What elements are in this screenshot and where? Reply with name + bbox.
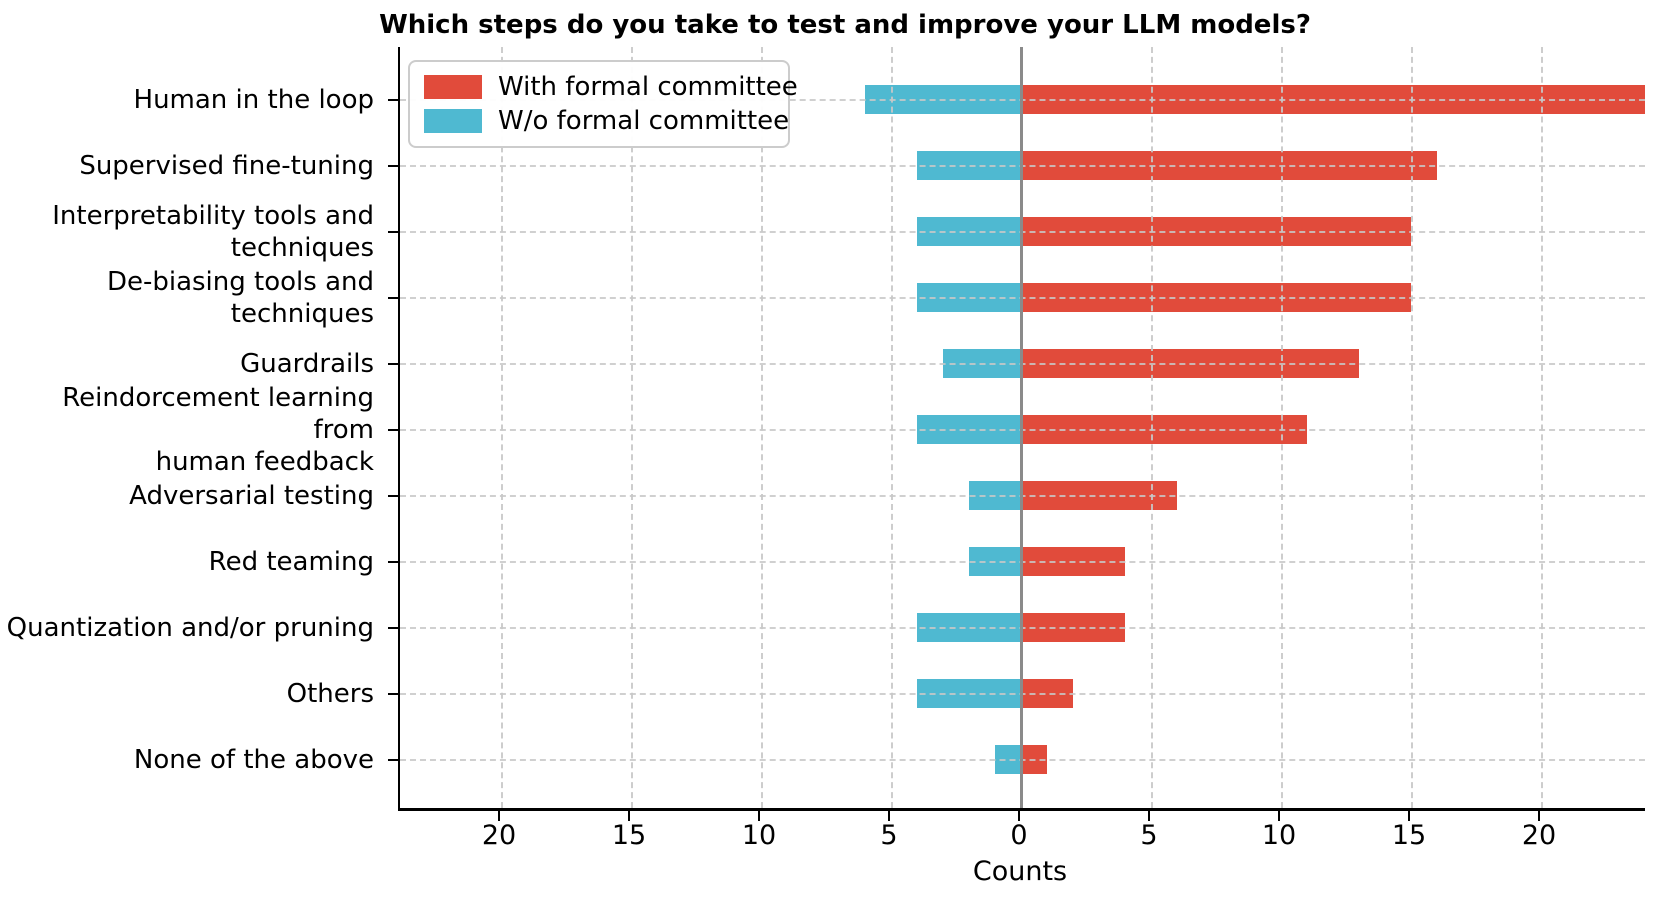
y-tick-mark (388, 626, 398, 629)
x-tick-mark (1278, 811, 1280, 821)
x-tick-mark (1148, 811, 1150, 821)
gridline-vertical (761, 47, 763, 808)
y-tick-mark (388, 428, 398, 431)
x-tick-label: 5 (1140, 820, 1158, 851)
x-axis-title: Counts (972, 856, 1068, 887)
y-tick-mark (388, 692, 398, 695)
y-axis-labels: Human in the loop Supervised fine-tuning I… (0, 47, 388, 808)
gridline-vertical (1281, 47, 1283, 808)
zero-axis-line (1020, 47, 1023, 808)
y-tick-mark (388, 494, 398, 497)
y-axis-label: Red teaming (208, 546, 374, 577)
x-tick-label: 10 (741, 820, 777, 851)
y-axis-label: Quantization and/or pruning (6, 612, 374, 643)
gridline-vertical (891, 47, 893, 808)
x-tick-mark (1408, 811, 1410, 821)
x-tick-label: 15 (611, 820, 647, 851)
legend: With formal committee W/o formal committe… (408, 60, 798, 148)
gridline-vertical (631, 47, 633, 808)
y-axis-label: Guardrails (240, 348, 374, 379)
legend-swatch-icon (424, 75, 482, 99)
y-axis-label: None of the above (133, 744, 374, 775)
x-tick-mark (888, 811, 890, 821)
x-tick-label: 20 (1521, 820, 1557, 851)
x-tick-mark (498, 811, 500, 821)
y-tick-mark (388, 164, 398, 167)
chart-title: Which steps do you take to test and impr… (379, 10, 1311, 40)
x-tick-mark (758, 811, 760, 821)
x-tick-mark (1018, 811, 1020, 821)
plot-area (398, 47, 1645, 811)
x-tick-label: 0 (1010, 820, 1028, 851)
y-tick-mark (388, 560, 398, 563)
y-axis-label: Adversarial testing (129, 480, 374, 511)
y-tick-mark (388, 296, 398, 299)
legend-swatch-icon (424, 109, 482, 133)
gridline-vertical (501, 47, 503, 808)
y-tick-mark (388, 758, 398, 761)
gridline-vertical (1541, 47, 1543, 808)
x-tick-mark (628, 811, 630, 821)
y-tick-mark (388, 98, 398, 101)
y-tick-mark (388, 230, 398, 233)
y-axis-label: De-biasing tools and techniques (106, 266, 374, 329)
x-tick-mark (1538, 811, 1540, 821)
gridline-vertical (1151, 47, 1153, 808)
x-tick-label: 5 (880, 820, 898, 851)
x-tick-label: 20 (481, 820, 517, 851)
legend-row: With formal committee (424, 70, 798, 104)
legend-row: W/o formal committee (424, 104, 789, 138)
y-axis-label: Reindorcement learning from human feedba… (62, 382, 374, 477)
x-tick-label: 15 (1391, 820, 1427, 851)
gridline-vertical (1411, 47, 1413, 808)
legend-label: With formal committee (498, 72, 798, 102)
y-axis-label: Interpretability tools and techniques (52, 200, 374, 263)
y-tick-mark (388, 362, 398, 365)
y-axis-label: Others (286, 678, 374, 709)
x-tick-label: 10 (1261, 820, 1297, 851)
y-axis-label: Supervised fine-tuning (79, 150, 374, 181)
y-axis-label: Human in the loop (133, 84, 374, 115)
legend-label: W/o formal committee (498, 106, 790, 136)
